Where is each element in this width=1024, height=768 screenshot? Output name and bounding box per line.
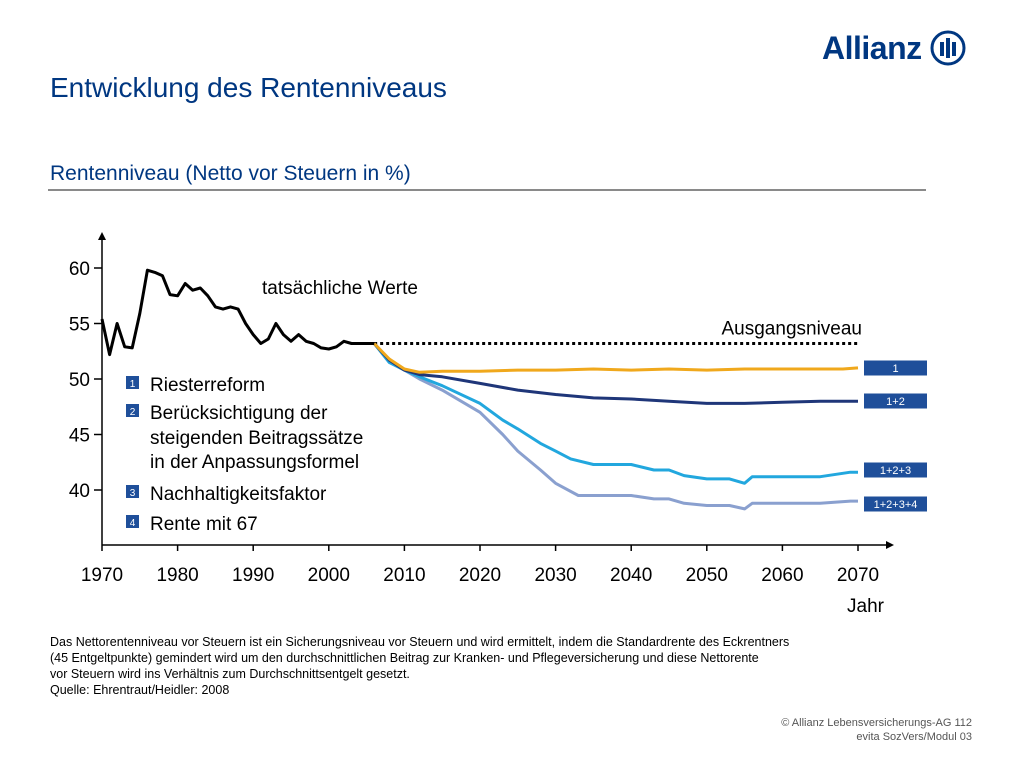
series-badge-label: 1+2 <box>886 396 905 408</box>
series-line-1-2-3-4 <box>373 342 858 511</box>
y-tick-label: 55 <box>69 315 90 336</box>
x-tick-label: 2020 <box>459 565 501 586</box>
x-axis-arrow <box>886 541 894 549</box>
footer: © Allianz Lebensversicherungs-AG 112 evi… <box>781 716 972 744</box>
x-tick-label: 2070 <box>837 565 879 586</box>
x-tick-label: 2000 <box>308 565 350 586</box>
legend-number-box <box>126 376 139 389</box>
series-line-1 <box>373 342 859 374</box>
footnote-line-1: Das Nettorentenniveau vor Steuern ist ei… <box>50 635 790 649</box>
series-line-1-2-3 <box>373 342 858 485</box>
actual-values-label: tatsächliche Werte <box>262 278 418 299</box>
x-tick-label: 2010 <box>383 565 425 586</box>
legend-item: Nachhaltigkeitsfaktor <box>150 484 327 505</box>
page-title: Entwicklung des Rentenniveaus <box>50 72 447 103</box>
legend-item-line-3: in der Anpassungsformel <box>150 452 359 473</box>
x-tick-label: 2060 <box>761 565 803 586</box>
legend-number-box <box>126 485 139 498</box>
allianz-logo: Allianz <box>822 28 966 68</box>
legend-number-box <box>126 404 139 417</box>
y-tick-label: 40 <box>69 481 90 502</box>
baseline-label: Ausgangsniveau <box>722 318 863 339</box>
series-badge-label: 1+2+3+4 <box>874 499 918 511</box>
y-tick-label: 45 <box>69 426 90 447</box>
x-tick-label: 2030 <box>534 565 576 586</box>
allianz-eagle-icon <box>930 30 966 66</box>
legend-number: 3 <box>130 488 136 499</box>
legend-item: Rente mit 67 <box>150 514 258 535</box>
x-tick-label: 2040 <box>610 565 652 586</box>
legend-number-box <box>126 515 139 528</box>
x-axis-label: Jahr <box>847 596 885 617</box>
series-badge <box>864 393 927 409</box>
legend-item-line-2: steigenden Beitragssätze <box>150 428 363 449</box>
series-line-1-2 <box>373 342 858 405</box>
series-badge-label: 1+2+3 <box>880 465 911 477</box>
x-tick-label: 2050 <box>686 565 728 586</box>
x-tick-label: 1980 <box>156 565 198 586</box>
footnote-line-3: vor Steuern wird ins Verhältnis zum Durc… <box>50 667 410 681</box>
title-divider <box>48 189 926 191</box>
y-tick-label: 60 <box>69 259 90 280</box>
legend-number: 2 <box>130 407 136 418</box>
legend-number: 1 <box>130 379 136 390</box>
x-tick-label: 1990 <box>232 565 274 586</box>
brand-name: Allianz <box>822 29 922 66</box>
footnote-line-2: (45 Entgeltpunkte) gemindert wird um den… <box>50 651 759 665</box>
legend-number: 4 <box>130 518 136 529</box>
chart-title: Rentenniveau (Netto vor Steuern in %) <box>50 162 411 185</box>
page-number: 112 <box>954 717 972 729</box>
footnote-source: Quelle: Ehrentraut/Heidler: 2008 <box>50 683 230 697</box>
module-label: evita SozVers/Modul 03 <box>856 731 972 743</box>
series-badge <box>864 462 927 478</box>
series-badge <box>864 360 927 376</box>
copyright: © Allianz Lebensversicherungs-AG <box>781 717 952 729</box>
footnote: Das Nettorentenniveau vor Steuern ist ei… <box>50 634 950 698</box>
series-badge <box>864 496 927 512</box>
legend-item: Berücksichtigung der <box>150 403 328 424</box>
series-line-actual <box>100 268 375 357</box>
series-badge-label: 1 <box>892 363 898 375</box>
x-tick-label: 1970 <box>81 565 123 586</box>
legend-item: Riesterreform <box>150 375 265 396</box>
y-tick-label: 50 <box>69 370 90 391</box>
y-axis-arrow <box>98 232 106 240</box>
